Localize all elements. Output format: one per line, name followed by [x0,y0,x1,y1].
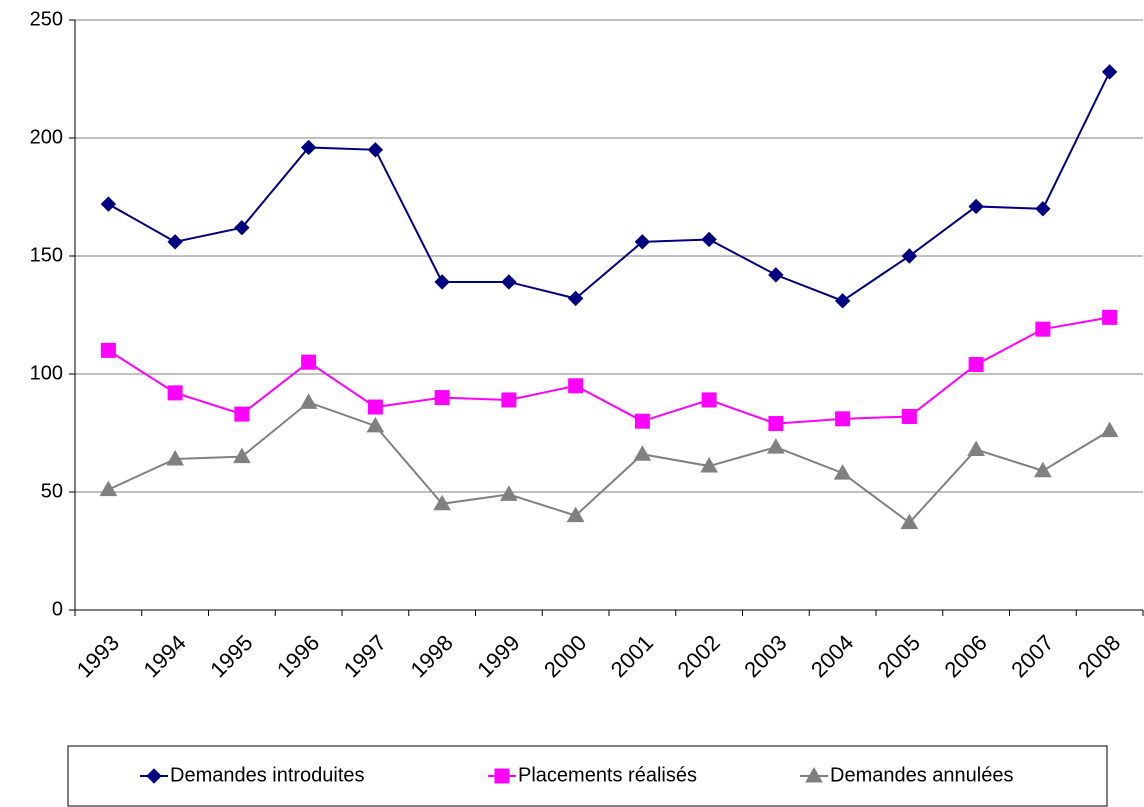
y-tick-label: 150 [30,244,63,266]
marker [834,293,851,309]
x-tick-label: 2003 [739,630,791,682]
x-tick-label: 1997 [339,630,391,682]
marker [634,413,650,429]
marker [299,393,318,409]
x-tick-label: 2002 [672,630,724,682]
marker [433,494,451,511]
marker [99,480,118,497]
marker [567,290,584,307]
x-tick-label: 1995 [205,630,257,682]
marker [501,274,517,290]
x-tick-label: 2006 [939,630,991,682]
x-tick-label: 1993 [72,630,124,682]
x-tick-label: 2008 [1073,630,1125,682]
x-tick-label: 1998 [405,630,457,682]
x-tick-label: 2007 [1006,630,1058,682]
marker [768,416,784,432]
marker [100,196,117,212]
series-line [107,316,1110,425]
marker [967,440,985,457]
marker [901,408,917,424]
marker [300,139,317,156]
marker [1102,309,1118,325]
marker [166,449,184,466]
legend-box [67,745,1108,807]
marker [234,219,250,236]
marker [568,378,584,394]
marker [767,438,785,454]
marker [901,248,918,264]
marker [835,411,851,427]
marker [833,464,852,480]
marker [167,385,183,401]
marker [233,447,251,464]
legend-label: Demandes introduites [170,764,365,786]
marker [367,142,384,158]
marker [701,392,717,408]
y-tick-label: 200 [30,126,63,148]
marker [500,485,518,501]
y-tick-label: 50 [41,480,63,502]
marker [1035,201,1051,217]
series-line [107,71,1111,302]
marker [434,274,450,290]
marker [900,513,919,530]
x-tick-label: 2000 [539,630,591,682]
y-tick-label: 250 [30,8,63,30]
marker [968,357,984,373]
marker [1101,64,1118,80]
marker [167,234,183,250]
y-tick-label: 100 [30,362,63,384]
marker [1034,461,1052,478]
marker [366,416,385,433]
marker [434,390,450,406]
marker [700,457,718,473]
legend-marker [805,766,823,783]
y-tick-label: 0 [52,598,63,620]
marker [701,231,717,248]
series-line [107,401,1111,525]
marker [1035,321,1051,337]
marker [768,267,784,283]
marker [968,198,984,215]
marker [566,506,585,523]
marker [301,354,317,370]
x-tick-label: 2004 [806,630,858,682]
marker [1100,421,1119,438]
legend-label: Demandes annulées [830,764,1013,786]
marker [234,406,250,422]
marker [100,342,116,358]
marker [633,445,652,461]
marker [634,234,651,250]
x-tick-label: 1999 [472,630,524,682]
marker [367,399,383,415]
legend-marker [494,768,510,784]
legend-marker [146,768,162,784]
x-tick-label: 2005 [873,630,925,682]
legend-label: Placements réalisés [518,764,697,786]
x-tick-label: 1994 [138,630,190,682]
marker [501,392,517,408]
x-tick-label: 2001 [606,630,658,682]
x-tick-label: 1996 [272,630,324,682]
